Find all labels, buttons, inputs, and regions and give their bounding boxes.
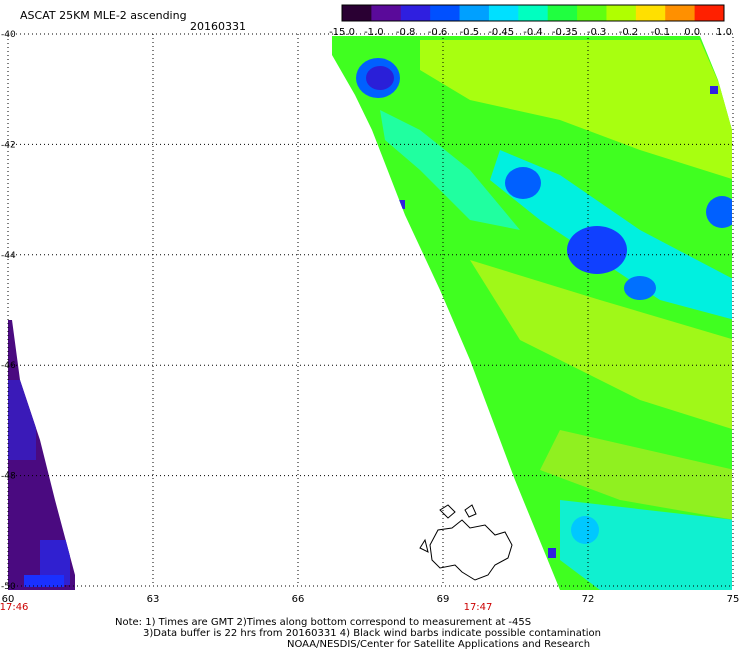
colorbar-segment xyxy=(635,5,666,21)
time-label: 17:46 xyxy=(0,602,28,613)
swath-main xyxy=(332,36,732,590)
colorbar-tick-label: -0.8 xyxy=(396,27,416,38)
colorbar-tick-label: -0.3 xyxy=(587,27,607,38)
longitude-label: 63 xyxy=(147,594,160,605)
colorbar-tick-label: -0.4 xyxy=(523,27,543,38)
colorbar-segment xyxy=(400,5,431,21)
colorbar-segment xyxy=(577,5,607,21)
axis-labels: 60 63 66 69 72 75 -40 -42 -44 -46 -48 -50 17:46 17:47 xyxy=(0,30,739,613)
latitude-label: -44 xyxy=(1,251,16,261)
latitude-label: -48 xyxy=(1,472,16,482)
colorbar-segment xyxy=(694,5,725,21)
colorbar-segment xyxy=(547,5,578,21)
product-date: 20160331 xyxy=(190,20,246,33)
lat-lon-grid xyxy=(7,33,734,587)
longitude-label: 60 xyxy=(2,594,15,605)
colorbar-tick-label: -0.6 xyxy=(428,27,448,38)
latitude-label: -50 xyxy=(1,582,16,592)
longitude-label: 69 xyxy=(437,594,450,605)
colorbar-tick-label: -0.35 xyxy=(552,27,578,38)
product-title: ASCAT 25KM MLE-2 ascending xyxy=(20,9,187,22)
colorbar-tick-label: -0.2 xyxy=(619,27,639,38)
colorbar-segment xyxy=(342,5,372,21)
colorbar-tick-label: 1.0 xyxy=(716,27,732,38)
colorbar-tick-label: -0.1 xyxy=(651,27,671,38)
colorbar-segment xyxy=(430,5,461,21)
map-frame xyxy=(7,33,734,587)
longitude-label: 75 xyxy=(727,594,740,605)
longitude-label: 72 xyxy=(582,594,595,605)
note-line-2: 3)Data buffer is 22 hrs from 20160331 4)… xyxy=(143,628,601,639)
colorbar-segment xyxy=(606,5,637,21)
note-line-1: Note: 1) Times are GMT 2)Times along bot… xyxy=(115,617,532,628)
colorbar-tick-label: -0.45 xyxy=(488,27,514,38)
colorbar: -15.0 -1.0 -0.8 -0.6 -0.5 -0.45 -0.4 -0.35 -0.3 -… xyxy=(329,4,732,38)
latitude-label: -46 xyxy=(1,361,16,371)
colorbar-segment xyxy=(665,5,696,21)
colorbar-segment xyxy=(518,5,549,21)
longitude-label: 66 xyxy=(292,594,305,605)
latitude-label: -40 xyxy=(1,30,16,40)
latitude-label: -42 xyxy=(1,140,16,150)
note-line-3: NOAA/NESDIS/Center for Satellite Applica… xyxy=(287,639,591,650)
colorbar-segment xyxy=(459,5,490,21)
colorbar-tick-label: -0.5 xyxy=(460,27,480,38)
colorbar-segment xyxy=(488,5,519,21)
colorbar-tick-label: -15.0 xyxy=(329,27,355,38)
colorbar-segment xyxy=(371,5,402,21)
swath-left-strip xyxy=(8,320,75,590)
time-label: 17:47 xyxy=(464,602,493,613)
kerguelen-coastline xyxy=(419,504,513,581)
colorbar-tick-label: 0.0 xyxy=(684,27,700,38)
colorbar-tick-label: -1.0 xyxy=(364,27,384,38)
colorbar-frame xyxy=(341,4,725,22)
